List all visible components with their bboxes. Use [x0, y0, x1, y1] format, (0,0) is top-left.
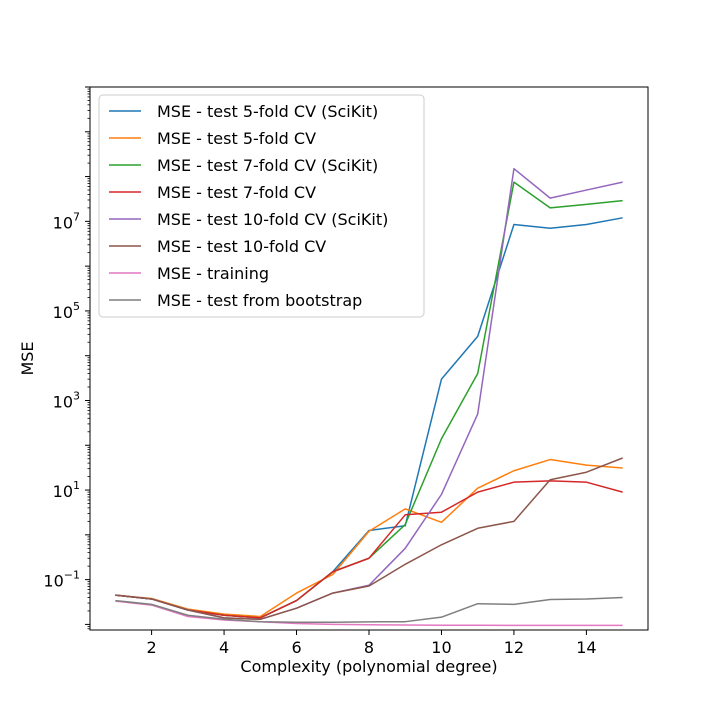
series-line-8 — [115, 596, 623, 623]
legend-entry: MSE - test 7-fold CV (SciKit) — [157, 156, 378, 175]
series-line-4 — [115, 480, 623, 619]
legend-entry: MSE - test 5-fold CV — [157, 129, 316, 148]
y-axis-title: MSE — [18, 341, 37, 375]
plot-area — [89, 86, 649, 631]
series-line-6 — [115, 457, 623, 621]
y-axis-ticks: 10−1 101 103 105 107 — [43, 86, 90, 630]
legend-entry: MSE - training — [157, 264, 269, 283]
legend-box — [98, 94, 425, 318]
series-line-2 — [115, 458, 623, 618]
legend-entry: MSE - test 5-fold CV (SciKit) — [157, 102, 378, 121]
x-tick-label: 6 — [291, 638, 301, 657]
legend-entry: MSE - test 7-fold CV — [157, 183, 316, 202]
y-tick-label: 105 — [53, 300, 80, 322]
y-tick-label: 103 — [53, 389, 80, 411]
legend-entry: MSE - test from bootstrap — [157, 291, 362, 310]
series-line-7 — [115, 600, 623, 627]
legend-entry: MSE - test 10-fold CV (SciKit) — [157, 210, 388, 229]
x-axis-ticks: 2 4 6 8 10 12 14 — [147, 630, 597, 657]
x-tick-label: 4 — [219, 638, 229, 657]
x-tick-label: 14 — [576, 638, 596, 657]
x-tick-label: 10 — [431, 638, 451, 657]
y-tick-label: 101 — [53, 479, 80, 501]
x-axis-title: Complexity (polynomial degree) — [240, 657, 497, 676]
x-tick-label: 2 — [147, 638, 157, 657]
legend: MSE - test 5-fold CV (SciKit) MSE - test … — [98, 94, 425, 318]
x-tick-label: 12 — [504, 638, 524, 657]
y-tick-label: 107 — [53, 210, 80, 232]
y-tick-label: 10−1 — [43, 569, 80, 591]
legend-entry: MSE - test 10-fold CV — [157, 237, 326, 256]
x-tick-label: 8 — [364, 638, 374, 657]
